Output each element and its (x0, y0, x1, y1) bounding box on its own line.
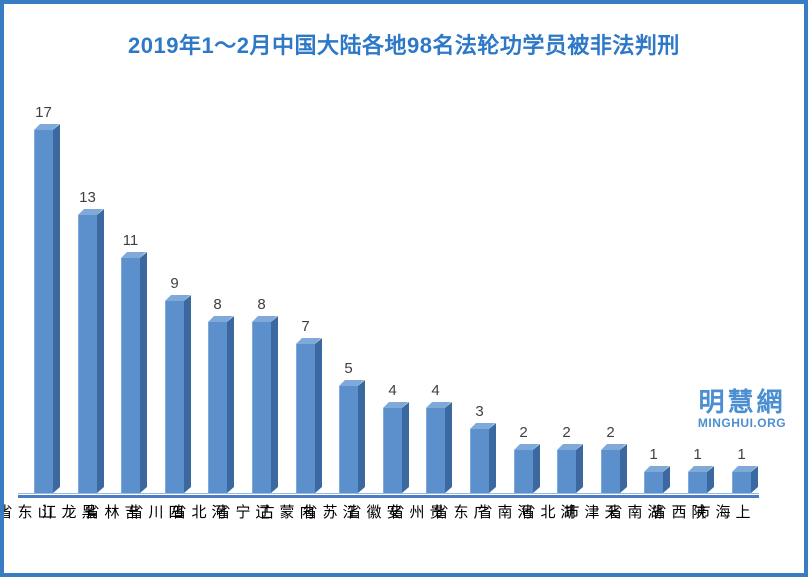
category-label: 河南省 (475, 504, 533, 521)
bar: 2 (557, 424, 583, 493)
bar: 13 (78, 189, 104, 493)
bar-side-face (707, 466, 714, 493)
bar-front-face (165, 301, 184, 493)
minghui-watermark: 明慧網 MINGHUI.ORG (687, 388, 797, 430)
bar-front-face (470, 429, 489, 493)
bar-value-label: 8 (257, 296, 266, 313)
bar-value-label: 4 (388, 382, 397, 399)
category-label: 陕西省 (649, 504, 707, 521)
bar-value-label: 2 (519, 424, 528, 441)
bar-front-face (601, 450, 620, 493)
bar-value-label: 1 (649, 446, 658, 463)
bar-side-face (358, 380, 365, 493)
category-label: 贵州省 (387, 504, 445, 521)
bar-front-face (296, 344, 315, 493)
category-label: 内蒙古 (257, 504, 315, 521)
bar-side-face (402, 402, 409, 493)
bar: 1 (644, 446, 670, 493)
bar-side-face (97, 209, 104, 493)
category-label: 黑龙江 (39, 504, 97, 521)
bar-value-label: 4 (431, 382, 440, 399)
bar: 4 (383, 382, 409, 493)
category-label: 吉林省 (82, 504, 140, 521)
bar-value-label: 1 (693, 446, 702, 463)
bar-side-face (576, 444, 583, 493)
category-label: 上海市 (693, 504, 751, 521)
plot-area: 17 山东省 13 黑龙江 11 吉林省 9 四川省 8 河北省 8 辽宁省 7 内蒙古 5 江苏省 4 安徽省 4… (4, 64, 778, 521)
x-axis-main-line (18, 495, 759, 498)
bar: 3 (470, 403, 496, 493)
bar-value-label: 8 (213, 296, 222, 313)
bar-front-face (557, 450, 576, 493)
bar-front-face (252, 322, 271, 493)
bar: 7 (296, 318, 322, 493)
category-label: 江苏省 (300, 504, 358, 521)
bar-front-face (121, 258, 140, 493)
bar-front-face (732, 472, 751, 493)
bar-side-face (227, 316, 234, 493)
category-label: 湖南省 (605, 504, 663, 521)
category-label: 天津市 (562, 504, 620, 521)
bar-side-face (751, 466, 758, 493)
category-label: 广东省 (431, 504, 489, 521)
bar-value-label: 3 (475, 403, 484, 420)
bar-side-face (315, 338, 322, 493)
bar-front-face (383, 408, 402, 493)
category-label: 河北省 (169, 504, 227, 521)
bar-front-face (78, 215, 97, 493)
bar: 11 (121, 232, 147, 493)
watermark-latin: MINGHUI.ORG (697, 416, 787, 430)
bar: 8 (208, 296, 234, 493)
x-axis-highlight-line (18, 493, 759, 494)
bar-value-label: 9 (170, 275, 179, 292)
category-label: 山东省 (0, 504, 53, 521)
bar-value-label: 5 (344, 360, 353, 377)
bar-front-face (514, 450, 533, 493)
bar-front-face (34, 130, 53, 493)
category-label: 安徽省 (344, 504, 402, 521)
bar: 9 (165, 275, 191, 493)
category-label: 四川省 (126, 504, 184, 521)
bar-side-face (445, 402, 452, 493)
bar-front-face (644, 472, 663, 493)
bar-value-label: 1 (737, 446, 746, 463)
bar-side-face (53, 124, 60, 493)
bar: 17 (34, 104, 60, 493)
bar: 2 (514, 424, 540, 493)
bar: 4 (426, 382, 452, 493)
bar: 1 (688, 446, 714, 493)
category-label: 辽宁省 (213, 504, 271, 521)
chart-title: 2019年1～2月中国大陆各地98名法轮功学员被非法判刑 (128, 33, 680, 58)
bar-side-face (184, 295, 191, 493)
bar: 1 (732, 446, 758, 493)
bar-side-face (663, 466, 670, 493)
bar-side-face (271, 316, 278, 493)
category-label: 湖北省 (518, 504, 576, 521)
bar-front-face (426, 408, 445, 493)
bar: 8 (252, 296, 278, 493)
bar-value-label: 17 (35, 104, 52, 121)
bar-value-label: 13 (79, 189, 96, 206)
x-axis-line (18, 493, 759, 498)
watermark-chinese: 明慧網 (698, 387, 786, 417)
bar-value-label: 7 (301, 318, 310, 335)
bar-value-label: 2 (562, 424, 571, 441)
bar: 5 (339, 360, 365, 493)
bar-side-face (620, 444, 627, 493)
bar-value-label: 11 (122, 232, 139, 249)
bar-value-label: 2 (606, 424, 615, 441)
bar-side-face (533, 444, 540, 493)
bar-front-face (208, 322, 227, 493)
bar-side-face (489, 423, 496, 493)
bar-front-face (688, 472, 707, 493)
bar-side-face (140, 252, 147, 493)
bar: 2 (601, 424, 627, 493)
bar-front-face (339, 386, 358, 493)
